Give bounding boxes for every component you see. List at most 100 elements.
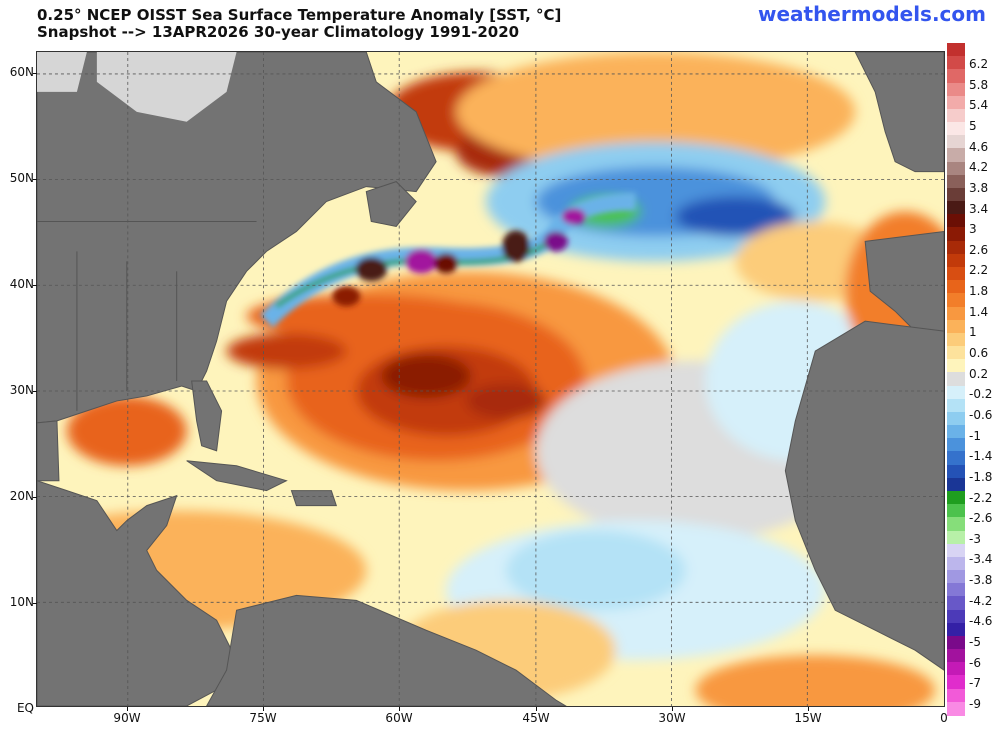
colorbar-label: 3.8 [969,180,989,195]
colorbar-swatch [947,253,965,268]
colorbar-label: 1 [969,325,977,340]
colorbar-swatch [947,530,965,545]
colorbar-swatch [947,293,965,308]
colorbar-swatch [947,688,965,703]
brand-logo[interactable]: weathermodels.com [757,2,986,26]
colorbar-swatch [947,174,965,189]
lon-tick [536,707,537,711]
colorbar-label: -9 [969,697,981,711]
colorbar-label: 6.2 [969,57,989,71]
colorbar-swatch [947,82,965,97]
colorbar-label: -3 [969,531,981,546]
lat-label: 60N [9,65,34,79]
colorbar-swatch [947,398,965,413]
colorbar-swatch [947,108,965,123]
colorbar-label: 3 [969,222,977,237]
lat-tick [33,497,37,498]
graticule [37,52,944,706]
ice-cover [37,52,237,122]
colorbar-swatch [947,359,965,373]
lon-label: 15W [794,711,822,725]
colorbar-swatch [947,346,965,360]
lon-tick [672,707,673,711]
colorbar-swatch [947,148,965,163]
colorbar-swatch [947,280,965,294]
colorbar-swatch [947,385,965,400]
colorbar-swatch [947,43,965,57]
colorbar-label: -2.6 [969,511,993,526]
colorbar-swatch [947,662,965,677]
colorbar-swatch [947,596,965,611]
colorbar-swatch [947,267,965,281]
lat-tick [33,285,37,286]
colorbar-swatch [947,372,965,387]
lon-label: 30W [658,711,686,725]
colorbar-label: -4.2 [969,593,993,608]
colorbar-label: 2.6 [969,242,989,257]
colorbar-swatch [947,517,965,532]
colorbar-label: 2.2 [969,263,989,278]
colorbar-swatch [947,161,965,176]
colorbar-label: -1 [969,428,981,443]
colorbar-swatch [947,69,965,84]
colorbar-label: -0.2 [969,387,993,402]
colorbar-label: 5.8 [969,77,989,92]
colorbar-label: -1.4 [969,449,993,464]
lat-label: 30N [9,383,34,397]
colorbar-label: 5.4 [969,98,989,113]
lat-tick [33,179,37,180]
colorbar-swatch [947,319,965,334]
colorbar-label: 1.4 [969,304,989,319]
colorbar-swatch [947,583,965,597]
colorbar-label: -5 [969,635,981,650]
colorbar-swatch [947,543,965,558]
colorbar [947,43,965,716]
lon-tick [399,707,400,711]
colorbar-label: -3.4 [969,552,993,567]
lon-tick [127,707,128,711]
lon-label: 90W [113,711,141,725]
colorbar-swatch [947,609,965,624]
lat-label: 40N [9,277,34,291]
colorbar-label: -2.2 [969,490,993,505]
sst-anomaly-map [36,51,945,707]
lon-label: 60W [385,711,413,725]
colorbar-swatch [947,701,965,716]
colorbar-label: -3.8 [969,573,993,588]
colorbar-label: 3.4 [969,201,989,216]
colorbar-label: 4.6 [969,139,989,154]
lon-label: 45W [522,711,550,725]
colorbar-swatch [947,135,965,149]
colorbar-swatch [947,570,965,584]
lon-label: 75W [249,711,277,725]
colorbar-swatch [947,622,965,637]
colorbar-swatch [947,556,965,571]
colorbar-label: 0.2 [969,366,989,381]
colorbar-label: 5 [969,118,977,133]
colorbar-swatch [947,306,965,321]
colorbar-swatch [947,438,965,453]
colorbar-swatch [947,187,965,202]
colorbar-swatch [947,240,965,255]
colorbar-swatch [947,227,965,242]
colorbar-swatch [947,649,965,663]
colorbar-label: 4.2 [969,160,989,175]
colorbar-swatch [947,411,965,426]
colorbar-label: -4.6 [969,614,993,629]
colorbar-swatch [947,451,965,466]
lat-label: 10N [9,595,34,609]
colorbar-swatch [947,675,965,690]
colorbar-swatch [947,425,965,439]
colorbar-label: -0.6 [969,407,993,422]
colorbar-label: 0.6 [969,346,989,361]
colorbar-swatch [947,214,965,229]
gulf-stream-eddies [260,192,636,328]
colorbar-swatch [947,332,965,347]
colorbar-swatch [947,201,965,215]
lat-tick [33,603,37,604]
lat-label: 50N [9,171,34,185]
colorbar-swatch [947,477,965,492]
lon-tick [263,707,264,711]
political-borders [37,220,257,411]
lat-tick [33,391,37,392]
